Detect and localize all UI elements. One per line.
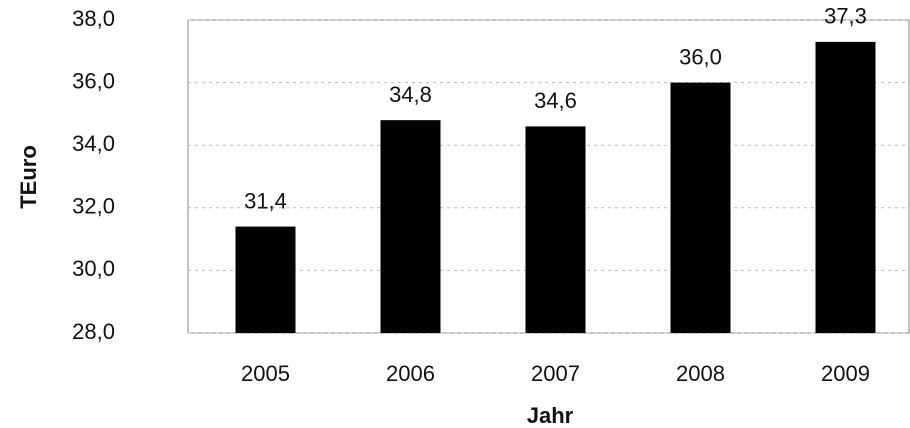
x-tick-label: 2005 [241,361,290,386]
value-label: 31,4 [244,188,287,213]
value-label: 36,0 [679,44,722,69]
value-label: 34,8 [389,82,432,107]
x-tick-label: 2008 [676,361,725,386]
y-tick-label: 30,0 [72,256,115,281]
bar [235,226,296,333]
y-tick-label: 34,0 [72,131,115,156]
y-tick-label: 28,0 [72,319,115,344]
x-tick-label: 2009 [821,361,870,386]
y-tick-label: 36,0 [72,68,115,93]
y-tick-label: 32,0 [72,194,115,219]
bar [525,126,586,333]
x-tick-label: 2006 [386,361,435,386]
value-label: 37,3 [824,4,867,29]
value-label: 34,6 [534,88,577,113]
bar [670,82,731,333]
y-tick-label: 38,0 [72,6,115,31]
y-axis-label: TEuro [16,145,41,209]
x-tick-label: 2007 [531,361,580,386]
bar [815,41,876,333]
bar [380,120,441,333]
x-axis-label: Jahr [527,403,574,428]
